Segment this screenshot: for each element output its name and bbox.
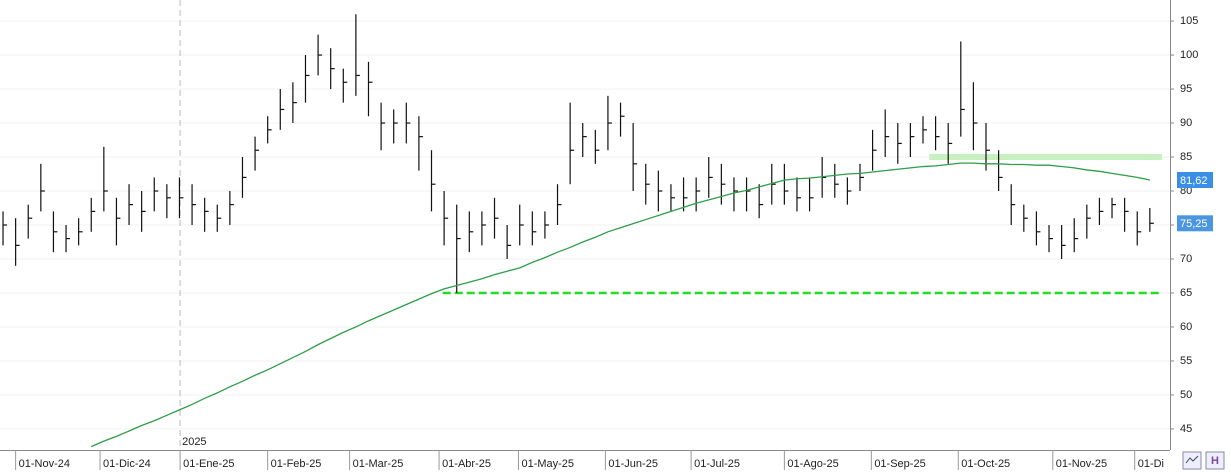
resistance-band (929, 154, 1162, 161)
y-tick-label: 65 (1180, 287, 1192, 299)
x-tick-label: 01-Ago-25 (787, 458, 838, 470)
icon-glyph: H (1211, 455, 1219, 467)
price-tag-label: 75,25 (1180, 218, 1208, 230)
x-tick-label: 01-Ene-25 (183, 458, 234, 470)
y-tick-label: 85 (1180, 151, 1192, 163)
y-tick-label: 50 (1180, 389, 1192, 401)
x-tick-label: 01-May-25 (521, 458, 574, 470)
y-tick-label: 105 (1180, 15, 1198, 27)
x-tick-label: 01-Jun-25 (608, 458, 658, 470)
y-tick-label: 70 (1180, 253, 1192, 265)
y-tick-label: 45 (1180, 423, 1192, 435)
y-tick-label: 100 (1180, 49, 1198, 61)
year-label: 2025 (182, 436, 206, 448)
y-tick-label: 60 (1180, 321, 1192, 333)
x-tick-label: 01-Sep-25 (874, 458, 925, 470)
price-tag (1177, 215, 1213, 232)
moving-average-line (90, 162, 1150, 448)
icon-glyph (1185, 455, 1199, 464)
toolbar-icon[interactable] (1205, 451, 1225, 470)
price-tag-label: 81,62 (1180, 175, 1208, 187)
x-tick-label: 01-Di (1138, 458, 1164, 470)
x-tick-label: 01-Dic-24 (103, 458, 151, 470)
y-tick-label: 55 (1180, 355, 1192, 367)
y-tick-label: 95 (1180, 83, 1192, 95)
x-tick-label: 01-Nov-24 (19, 458, 70, 470)
y-tick-label: 90 (1180, 117, 1192, 129)
x-tick-label: 01-Abr-25 (442, 458, 491, 470)
x-tick-label: 01-Oct-25 (961, 458, 1010, 470)
x-tick-label: 01-Feb-25 (271, 458, 322, 470)
x-tick-label: 01-Jul-25 (694, 458, 740, 470)
x-tick-label: 01-Mar-25 (353, 458, 404, 470)
price-tag (1177, 172, 1213, 188)
x-tick-label: 01-Nov-25 (1056, 458, 1107, 470)
